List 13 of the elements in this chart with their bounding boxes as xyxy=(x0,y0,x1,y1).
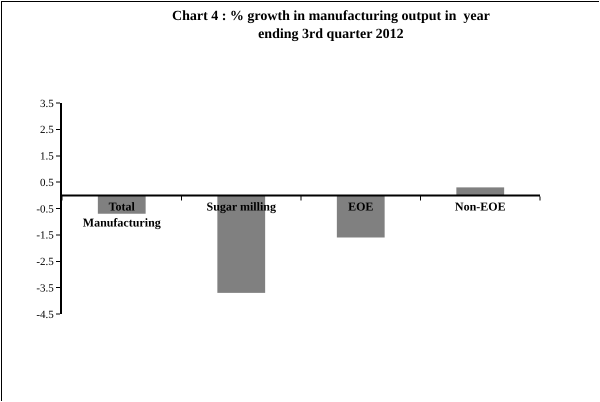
x-tick-label: EOE xyxy=(348,200,374,214)
y-tick-label: -4.5 xyxy=(36,308,54,321)
y-tick-label: 2.5 xyxy=(40,124,54,136)
y-tick-label: 1.5 xyxy=(40,150,54,163)
y-tick-label: -1.5 xyxy=(36,230,54,242)
y-tick-label: -0.5 xyxy=(36,203,54,216)
y-tick-label: -2.5 xyxy=(36,256,54,268)
y-tick-label: -3.5 xyxy=(36,282,54,294)
y-tick-label: 0.5 xyxy=(40,176,54,189)
y-tick-label: 3.5 xyxy=(40,98,54,110)
x-tick-label: Non-EOE xyxy=(454,200,506,214)
chart-title: Chart 4 : % growth in manufacturing output in year ending 3rd quarter 2012 xyxy=(172,9,490,42)
x-tick-label: Total Manufacturing xyxy=(82,200,161,230)
